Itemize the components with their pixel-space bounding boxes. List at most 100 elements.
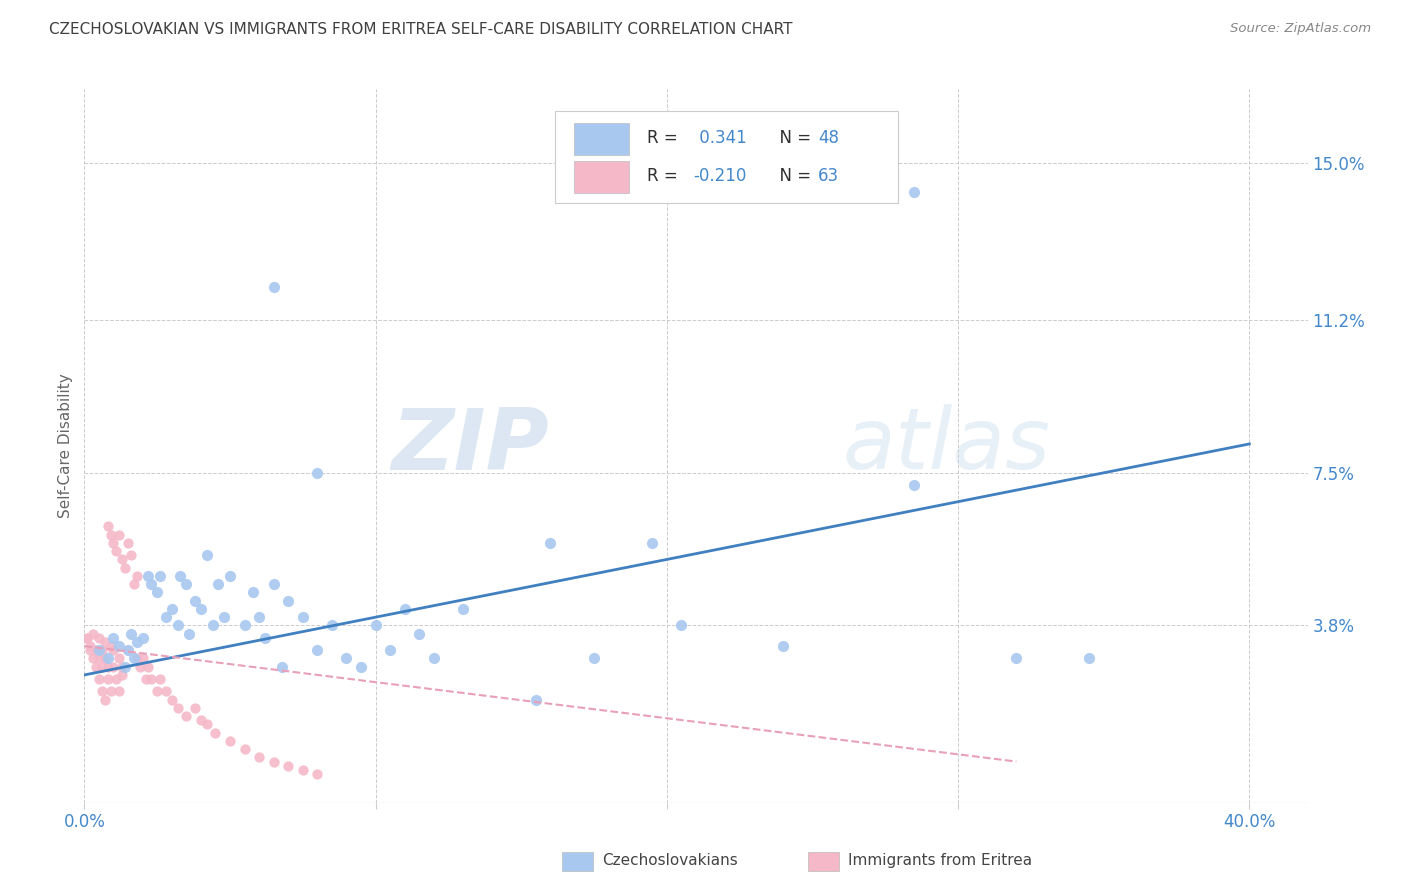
Point [76,631,98,645]
Point [1005,651,1028,665]
Point [100,527,122,541]
Point [364,618,387,632]
Point [138,569,160,583]
Point [233,742,256,756]
Point [263,577,285,591]
Point [212,610,235,624]
Point [141,577,163,591]
Point [160,692,183,706]
Point [582,651,605,665]
Point [321,618,343,632]
Point [408,626,430,640]
Point [131,631,153,645]
Text: N =: N = [769,129,817,147]
Point [117,536,139,550]
Point [451,602,474,616]
Point [90,684,112,698]
FancyBboxPatch shape [574,161,628,193]
Point [87,631,110,645]
Text: -0.210: -0.210 [693,168,747,186]
FancyBboxPatch shape [555,111,898,203]
Point [103,631,125,645]
Point [307,643,329,657]
Point [160,602,183,616]
Text: Immigrants from Eritrea: Immigrants from Eritrea [848,854,1032,868]
Point [195,549,218,563]
Text: atlas: atlas [842,404,1050,488]
Point [103,643,125,657]
Point [141,672,163,686]
Point [103,536,125,550]
Point [93,651,115,665]
Point [207,577,229,591]
Point [219,734,242,748]
Point [263,755,285,769]
Point [394,602,416,616]
Point [100,684,122,698]
Point [538,536,561,550]
Point [111,659,134,673]
Point [125,569,148,583]
Point [82,626,104,640]
Point [149,672,172,686]
Point [219,569,242,583]
Point [100,639,122,653]
Point [184,593,207,607]
Point [120,549,142,563]
Point [307,767,329,781]
Point [146,684,169,698]
Point [242,585,264,599]
Point [233,618,256,632]
Point [263,280,285,294]
Point [247,750,270,764]
Point [90,659,112,673]
Point [184,701,207,715]
Point [105,544,128,558]
Point [146,585,169,599]
Point [97,651,120,665]
FancyBboxPatch shape [574,123,628,155]
Point [524,692,547,706]
Point [1078,651,1101,665]
Point [87,643,110,657]
Point [247,610,270,624]
Point [350,659,373,673]
Point [155,684,177,698]
Point [103,659,125,673]
Point [190,602,212,616]
Point [174,709,197,723]
Point [307,466,329,480]
Point [271,659,294,673]
Point [117,643,139,657]
Point [641,536,664,550]
Text: ZIP: ZIP [391,404,550,488]
Point [79,639,101,653]
Point [335,651,357,665]
Point [105,672,128,686]
Point [169,569,191,583]
Point [291,763,314,777]
Text: Czechoslovakians: Czechoslovakians [602,854,738,868]
Point [291,610,314,624]
Point [138,659,160,673]
Point [903,478,925,492]
Point [122,577,145,591]
Text: 48: 48 [818,129,839,147]
Point [671,618,693,632]
Point [903,186,925,200]
Point [772,639,794,653]
Point [111,668,134,682]
Point [204,725,226,739]
Text: N =: N = [769,168,817,186]
Point [423,651,446,665]
Point [108,651,131,665]
Text: Source: ZipAtlas.com: Source: ZipAtlas.com [1230,22,1371,36]
Point [93,692,115,706]
Point [277,593,299,607]
Point [277,758,299,772]
Text: R =: R = [647,129,683,147]
Text: 0.341: 0.341 [693,129,747,147]
Point [179,626,201,640]
Point [84,659,107,673]
Point [125,651,148,665]
